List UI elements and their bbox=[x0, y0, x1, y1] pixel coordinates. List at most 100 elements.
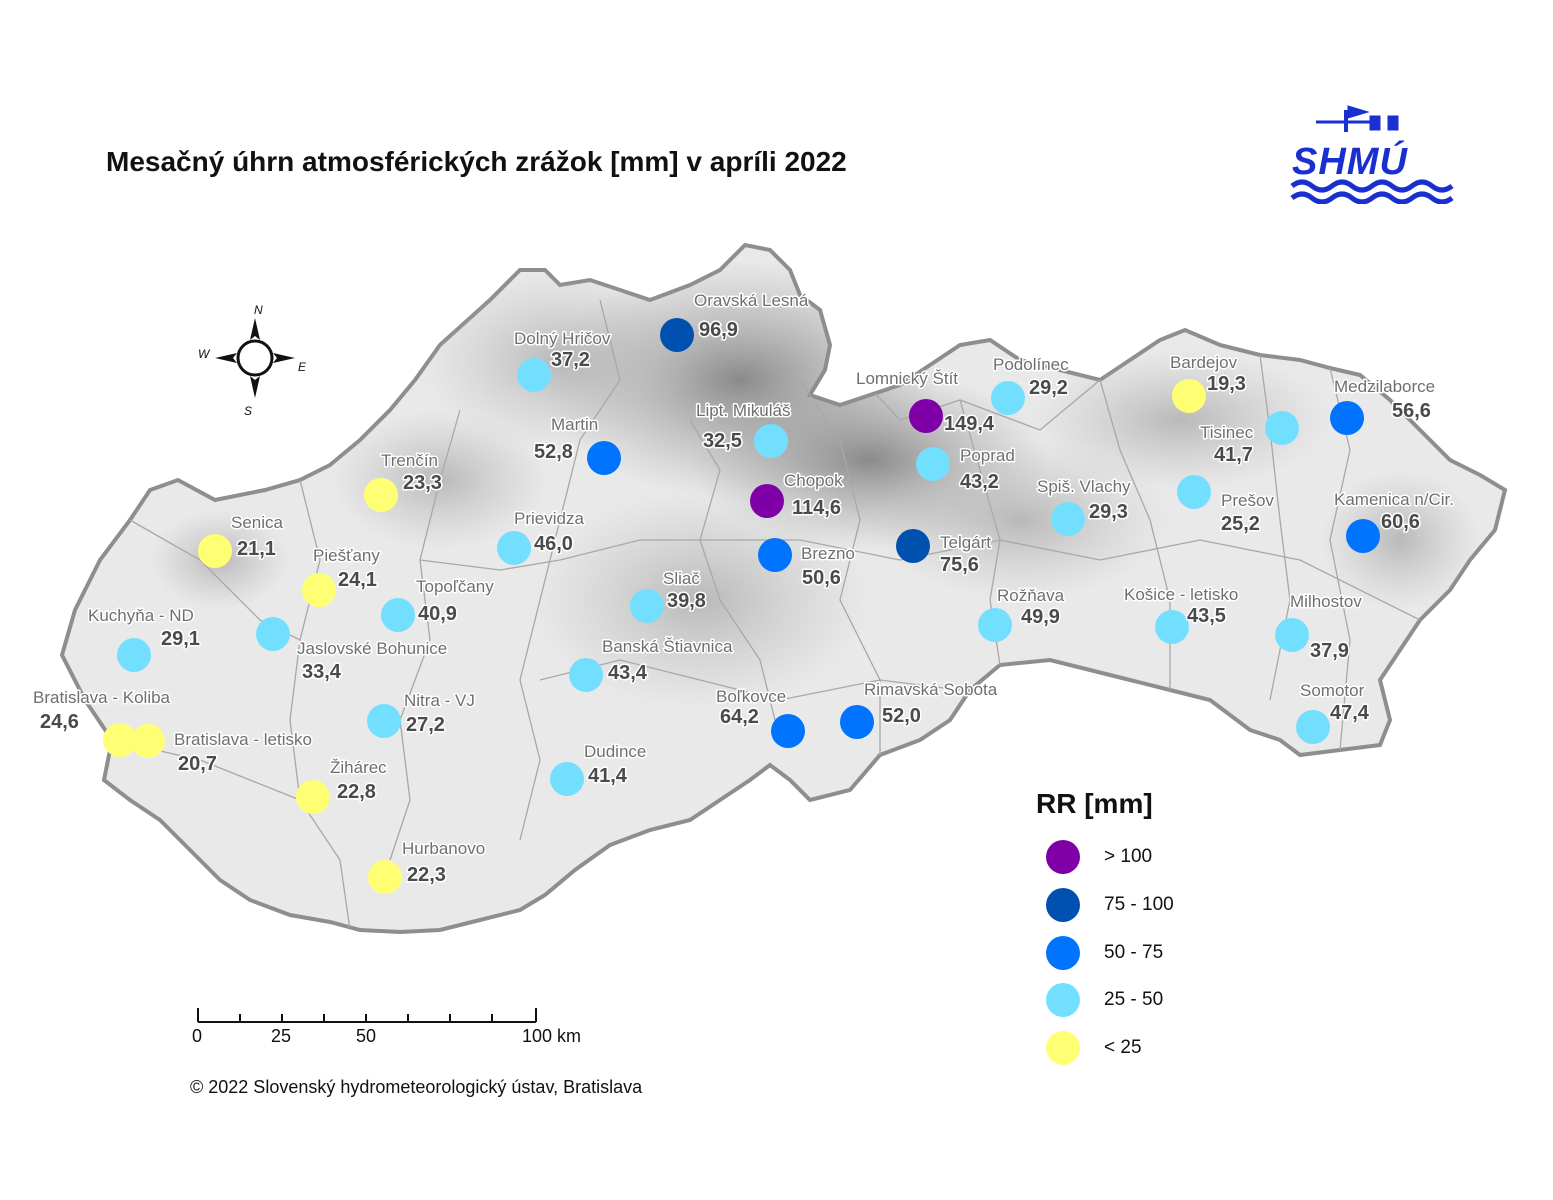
station-marker bbox=[517, 358, 551, 392]
legend-title: RR [mm] bbox=[1036, 788, 1153, 819]
station-marker bbox=[587, 441, 621, 475]
station-name: Bratislava - letisko bbox=[174, 730, 312, 749]
station-value: 60,6 bbox=[1381, 511, 1420, 533]
station-name: Chopok bbox=[784, 471, 843, 490]
station-marker bbox=[660, 318, 694, 352]
station-name: Prievidza bbox=[514, 509, 584, 528]
legend-item-50-75: 50 - 75 bbox=[1046, 935, 1163, 971]
station-value: 41,7 bbox=[1214, 444, 1253, 466]
station-value: 50,6 bbox=[802, 567, 841, 589]
station-marker bbox=[754, 424, 788, 458]
legend-swatch bbox=[1046, 1031, 1080, 1065]
station-marker bbox=[909, 399, 943, 433]
station: Prešov 25,2 bbox=[1177, 475, 1276, 537]
station-name: Rožňava bbox=[997, 586, 1065, 605]
station-name: Bratislava - Koliba bbox=[33, 688, 171, 707]
legend-swatch bbox=[1046, 888, 1080, 922]
station-name: Milhostov bbox=[1290, 592, 1362, 611]
station: Sliač 39,8 bbox=[630, 568, 707, 623]
station-name: Poprad bbox=[960, 446, 1015, 465]
station-value: 43,4 bbox=[608, 662, 648, 684]
station-name: Martin bbox=[551, 415, 598, 434]
station: Hurbanovo 22,3 bbox=[368, 838, 487, 894]
station-marker bbox=[1346, 519, 1380, 553]
station: Oravská Lesná 96,9 bbox=[660, 290, 810, 352]
station: Lomnický Štít 149,4 bbox=[855, 368, 997, 437]
scale-label-0: 0 bbox=[192, 1026, 203, 1046]
station-marker bbox=[569, 658, 603, 692]
station-value: 25,2 bbox=[1221, 513, 1260, 535]
station-name: Brezno bbox=[801, 544, 855, 563]
station-name: Žihárec bbox=[330, 758, 387, 777]
station-value: 33,4 bbox=[302, 661, 342, 683]
compass-s: S bbox=[244, 404, 253, 418]
station: Spiš. Vlachy 29,3 bbox=[1036, 476, 1133, 536]
station: Žihárec 22,8 bbox=[296, 757, 389, 814]
station-name: Dudince bbox=[584, 742, 646, 761]
station-marker bbox=[978, 608, 1012, 642]
station-value: 24,1 bbox=[338, 569, 377, 591]
station-name: Kamenica n/Cir. bbox=[1334, 490, 1454, 509]
station-marker bbox=[1330, 401, 1364, 435]
station-marker bbox=[302, 573, 336, 607]
station-name: Rimavská Sobota bbox=[864, 680, 998, 699]
station-marker bbox=[916, 447, 950, 481]
station-name: Banská Štiavnica bbox=[602, 637, 733, 656]
station: Piešťany 24,1 bbox=[302, 545, 382, 607]
legend-label: 75 - 100 bbox=[1104, 894, 1174, 915]
station: Martin 52,8 bbox=[533, 414, 621, 475]
station-marker bbox=[991, 381, 1025, 415]
station-value: 47,4 bbox=[1330, 702, 1370, 724]
legend-swatch bbox=[1046, 840, 1080, 874]
station-value: 27,2 bbox=[406, 714, 445, 736]
legend-item-under-25: < 25 bbox=[1046, 1030, 1142, 1066]
station-name: Medzilaborce bbox=[1334, 377, 1435, 396]
station-marker bbox=[1051, 502, 1085, 536]
legend-label: 25 - 50 bbox=[1104, 989, 1164, 1010]
compass-w: W bbox=[198, 347, 210, 361]
station: Tisinec 41,7 bbox=[1199, 411, 1299, 468]
station-value: 40,9 bbox=[418, 603, 457, 625]
station-marker bbox=[103, 723, 137, 757]
station-marker bbox=[198, 534, 232, 568]
station-marker bbox=[771, 714, 805, 748]
compass-e: E bbox=[298, 360, 307, 374]
station: Topoľčany 40,9 bbox=[381, 576, 496, 632]
station-value: 32,5 bbox=[703, 430, 742, 452]
station-value: 52,0 bbox=[882, 705, 921, 727]
station-name: Somotor bbox=[1300, 681, 1365, 700]
station: Bratislava - letisko 20,7 bbox=[131, 724, 313, 777]
station: Somotor 47,4 bbox=[1296, 680, 1371, 744]
scale-bar bbox=[197, 1008, 537, 1023]
station: Podolínec 29,2 bbox=[991, 354, 1071, 415]
station: Kamenica n/Cir. 60,6 bbox=[1333, 489, 1456, 553]
station-value: 19,3 bbox=[1207, 373, 1246, 395]
station-name: Košice - letisko bbox=[1124, 585, 1238, 604]
station-name: Oravská Lesná bbox=[694, 291, 809, 310]
copyright: © 2022 Slovenský hydrometeorologický úst… bbox=[190, 1077, 643, 1097]
station-value: 21,1 bbox=[237, 538, 276, 560]
logo-text: SHMÚ bbox=[1292, 141, 1408, 183]
station-value: 43,2 bbox=[960, 471, 999, 493]
station-name: Dolný Hričov bbox=[514, 329, 611, 348]
station: Jaslovské Bohunice 33,4 bbox=[256, 617, 449, 685]
station-value: 75,6 bbox=[940, 554, 979, 576]
station-value: 39,8 bbox=[667, 590, 706, 612]
station-value: 29,1 bbox=[161, 628, 200, 650]
station-marker bbox=[1296, 710, 1330, 744]
station: Trenčín 23,3 bbox=[364, 450, 443, 512]
station-marker bbox=[1177, 475, 1211, 509]
station: Banská Štiavnica 43,4 bbox=[569, 636, 734, 692]
legend-label: 50 - 75 bbox=[1104, 942, 1164, 963]
legend-item-25-50: 25 - 50 bbox=[1046, 982, 1163, 1018]
station-value: 149,4 bbox=[944, 413, 995, 435]
station-value: 52,8 bbox=[534, 441, 573, 463]
scale-label-50: 50 bbox=[356, 1026, 377, 1046]
station-value: 37,2 bbox=[551, 349, 590, 371]
